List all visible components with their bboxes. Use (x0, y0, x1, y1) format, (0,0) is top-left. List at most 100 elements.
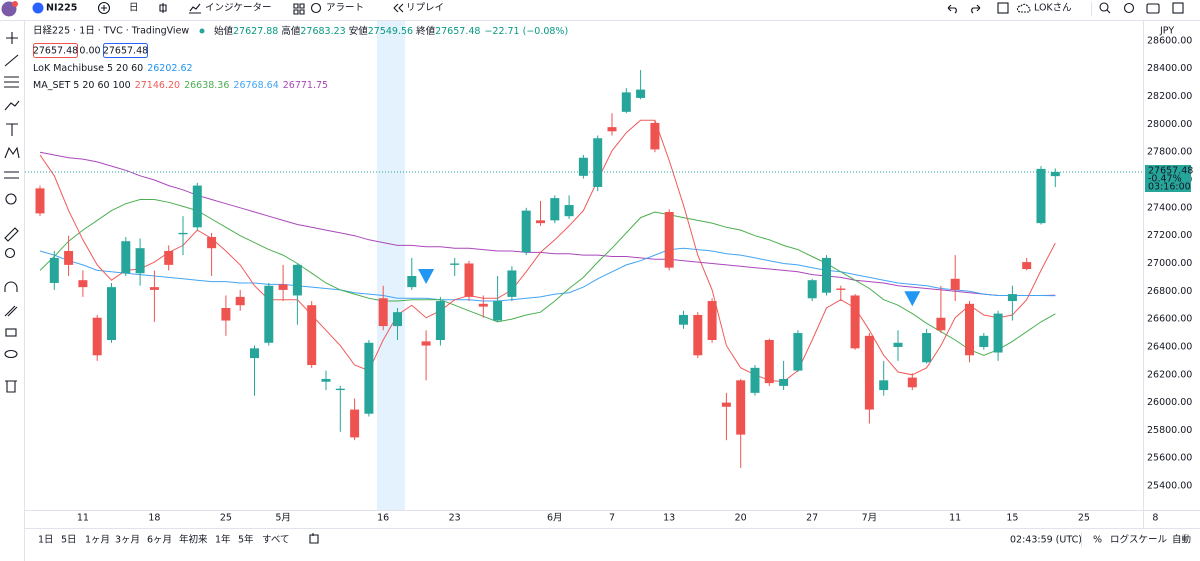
high-label: 高値 (281, 25, 301, 37)
alert[interactable]: アラート (326, 3, 364, 14)
alert-icon (310, 2, 322, 14)
x-tick-label: 25 (220, 513, 232, 524)
low-value: 27549.56 (368, 26, 413, 37)
candle-body (278, 284, 288, 290)
range-button[interactable]: 1年 (215, 534, 231, 546)
icon-tool[interactable] (5, 193, 17, 205)
magnet-tool[interactable] (4, 281, 18, 292)
chart-title: 日経225 · 1日 · TVC · TradingView (33, 25, 189, 37)
change: −22.71 (−0.08%) (484, 26, 568, 37)
x-tick-label: 11 (949, 513, 961, 524)
x-tick-label: 6月 (547, 513, 563, 524)
x-tick-label: 18 (148, 513, 160, 524)
prediction-tool[interactable] (4, 146, 20, 159)
candle-body (507, 270, 517, 297)
indicator-legend: LoK Machibuse 5 20 60 26202.62 (33, 63, 193, 74)
user[interactable]: LOKさん (1034, 3, 1072, 14)
candle-body (779, 378, 789, 386)
bid-box[interactable] (33, 43, 78, 58)
top-toolbar: NI225 日 インジケーター アラート リプレイ LOKさん (1, 1, 1184, 17)
fib-tool[interactable] (4, 76, 19, 88)
candle-body (679, 314, 688, 325)
publish[interactable] (1172, 2, 1184, 14)
visibility-tool[interactable] (4, 349, 18, 359)
pattern-tool[interactable] (4, 100, 20, 111)
symbol[interactable]: NI225 (46, 3, 77, 14)
candle-body (121, 241, 131, 274)
candle-body (764, 339, 774, 384)
crosshair-tool[interactable] (6, 32, 18, 44)
add-symbol[interactable] (97, 1, 111, 15)
range-button[interactable]: 5日 (61, 535, 77, 546)
measure-tool[interactable] (4, 171, 19, 179)
ruler-tool[interactable] (4, 227, 19, 242)
currency[interactable]: JPY (1159, 26, 1174, 37)
range-button[interactable]: 1ヶ月 (85, 535, 110, 546)
goto-date[interactable] (309, 533, 319, 544)
search[interactable] (1099, 2, 1109, 12)
high-value: 27683.23 (300, 26, 345, 37)
fullscreen-toggle[interactable] (997, 2, 1009, 14)
close-value: 27657.48 (435, 26, 480, 37)
candle-body (636, 89, 646, 98)
candle-body (979, 335, 989, 347)
y-tick-label: 25400.00 (1147, 481, 1192, 492)
y-tick-label: 26400.00 (1147, 341, 1192, 352)
market-status (199, 28, 205, 34)
symbol-icon (32, 2, 44, 14)
candle-body (250, 348, 259, 359)
redo[interactable] (971, 4, 981, 14)
range-button[interactable]: 5年 (238, 534, 254, 546)
candle-body (736, 380, 746, 435)
text-tool[interactable] (6, 123, 18, 136)
candle-body (235, 296, 245, 306)
y-tick-label: 27200.00 (1147, 230, 1192, 241)
auto-toggle[interactable]: 自動 (1172, 534, 1191, 546)
candle-body (965, 303, 974, 356)
candle-body (221, 308, 231, 321)
ma-value: 27146.20 (135, 80, 180, 91)
candle-body (350, 409, 360, 438)
date-range-highlight (377, 21, 405, 510)
candle-body (407, 276, 417, 288)
settings[interactable] (1123, 2, 1135, 14)
indicators[interactable]: インジケーター (205, 3, 272, 14)
candle-body (1050, 172, 1060, 177)
range-button[interactable]: 年初来 (179, 534, 208, 546)
indicator-name: LoK Machibuse 5 20 60 (33, 63, 143, 74)
x-tick-label: 20 (735, 513, 747, 524)
ma-name: MA_SET 5 20 60 100 (33, 80, 131, 91)
candle-body (264, 285, 274, 343)
chart-type[interactable] (159, 3, 167, 13)
candle-body (907, 377, 917, 388)
candle-body (135, 248, 145, 274)
clock: 02:43:59 (UTC) (1010, 535, 1082, 546)
indicator-value: 26202.62 (147, 63, 192, 74)
snapshot[interactable] (1146, 3, 1160, 14)
x-tick-label: 13 (663, 513, 675, 524)
range-button[interactable]: 1日 (38, 535, 54, 546)
log-toggle[interactable]: ログスケール (1110, 534, 1168, 546)
zoom-tool[interactable] (4, 247, 16, 259)
ask: 27657.48 (103, 46, 148, 57)
indicators-icon (189, 3, 201, 14)
candle-body (607, 127, 617, 132)
moving-average-line (39, 199, 1056, 356)
undo[interactable] (947, 4, 957, 14)
range-button[interactable]: 6ヶ月 (147, 535, 172, 546)
range-button[interactable]: すべて (262, 535, 289, 546)
replay[interactable]: リプレイ (406, 3, 444, 14)
delete-tool[interactable] (5, 380, 17, 393)
signal-marker (904, 291, 921, 307)
candle-body (1036, 168, 1046, 224)
x-tick-label: 7 (609, 513, 615, 524)
interval[interactable]: 日 (129, 3, 139, 14)
layout-icon[interactable] (293, 3, 305, 15)
draw-mode-tool[interactable] (4, 305, 18, 317)
range-button[interactable]: 3ヶ月 (115, 535, 140, 546)
percent-toggle[interactable]: % (1093, 535, 1102, 546)
trendline-tool[interactable] (4, 54, 19, 67)
ask-box[interactable] (103, 43, 148, 58)
lock-tool[interactable] (5, 328, 17, 337)
badge (12, 1, 18, 7)
